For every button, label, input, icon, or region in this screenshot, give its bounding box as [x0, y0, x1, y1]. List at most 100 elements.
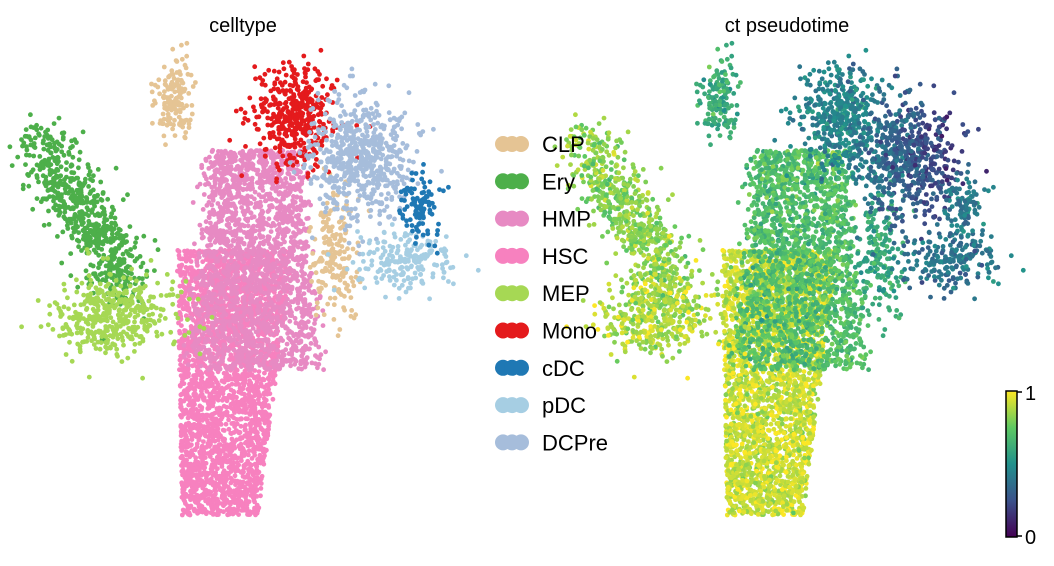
scatter-point-hsc: [194, 368, 200, 374]
scatter-point-hsc: [183, 491, 189, 497]
scatter-point-hsc: [177, 311, 183, 317]
scatter-point-hmp: [287, 307, 293, 313]
scatter-point-hmp: [224, 236, 230, 242]
scatter-point-ery: [36, 163, 42, 169]
scatter-point-hmp: [214, 338, 219, 343]
scatter-point-hmp: [276, 294, 282, 300]
scatter-point-hsc: [217, 406, 223, 411]
scatter-point-hmp: [212, 162, 218, 168]
scatter-point-ery: [63, 167, 69, 172]
scatter-point-hmp: [201, 171, 207, 177]
scatter-point-hmp: [302, 245, 308, 251]
scatter-point-hsc: [224, 371, 230, 377]
scatter-point-hsc: [201, 439, 206, 444]
scatter-point-hmp: [317, 294, 323, 299]
scatter-point-hsc: [262, 435, 268, 441]
scatter-point-hsc: [210, 457, 216, 463]
scatter-point-hsc: [189, 431, 195, 437]
scatter-point-hmp: [198, 363, 204, 369]
scatter-point-hmp: [277, 204, 283, 209]
scatter-point-hmp: [306, 305, 312, 311]
scatter-point-hmp: [221, 258, 227, 264]
scatter-point-ery: [109, 220, 114, 226]
scatter-point-hmp: [248, 210, 254, 216]
scatter-point-hsc: [253, 401, 259, 407]
scatter-point-hsc: [180, 472, 185, 478]
scatter-point-hmp: [230, 238, 236, 244]
scatter-point-hsc: [208, 401, 213, 407]
scatter-point-hmp: [206, 166, 212, 171]
scatter-point-ery: [30, 206, 36, 212]
scatter-point-hmp: [288, 188, 293, 194]
scatter-point-hmp: [258, 287, 264, 293]
scatter-point-hmp: [221, 201, 227, 206]
scatter-point-ery: [74, 140, 79, 145]
scatter-point-hsc: [197, 449, 203, 455]
scatter-point-hmp: [217, 228, 223, 233]
scatter-point-hsc: [225, 285, 231, 291]
scatter-point-hsc: [221, 503, 226, 509]
scatter-point-ery: [126, 251, 131, 257]
scatter-point-hsc: [180, 484, 186, 490]
scatter-point-hmp: [217, 161, 222, 167]
scatter-point-hsc: [213, 395, 219, 401]
scatter-point-hmp: [275, 216, 281, 221]
scatter-point-hmp: [257, 153, 262, 159]
scatter-point-hsc: [262, 403, 268, 409]
scatter-point-hsc: [183, 300, 189, 306]
scatter-point-hmp: [266, 207, 272, 213]
scatter-point-hmp: [278, 178, 284, 184]
scatter-point-hmp: [211, 229, 217, 235]
scatter-point-hsc: [222, 477, 228, 483]
scatter-point-hmp: [267, 266, 273, 272]
scatter-point-hmp: [231, 177, 236, 183]
scatter-point-hmp: [295, 185, 300, 191]
scatter-point-hsc: [217, 387, 223, 392]
scatter-point-hsc: [258, 486, 264, 491]
scatter-point-hsc: [177, 283, 183, 289]
scatter-point-hmp: [229, 250, 235, 256]
scatter-point-hsc: [217, 474, 222, 479]
scatter-point-hmp: [215, 201, 221, 206]
scatter-point-hmp: [229, 337, 235, 343]
scatter-point-hmp: [265, 253, 271, 259]
scatter-point-hsc: [183, 407, 189, 413]
scatter-point-ery: [80, 183, 86, 188]
scatter-point-hmp: [298, 360, 304, 365]
scatter-point-hmp: [261, 241, 266, 247]
scatter-point-hsc: [187, 381, 193, 387]
scatter-point-hmp: [224, 209, 230, 215]
scatter-point-hmp: [223, 312, 228, 317]
scatter-point-hsc: [190, 414, 196, 420]
scatter-point-hsc: [179, 414, 184, 420]
scatter-point-ery: [125, 192, 130, 198]
scatter-point-hmp: [272, 249, 277, 255]
scatter-point-hmp: [244, 317, 250, 323]
scatter-point-hsc: [243, 416, 249, 422]
scatter-point-hsc: [264, 447, 269, 453]
scatter-point-hsc: [203, 498, 209, 504]
scatter-point-hsc: [221, 428, 227, 433]
scatter-point-hmp: [239, 205, 245, 210]
scatter-point-hmp: [217, 366, 223, 372]
scatter-point-hmp: [301, 175, 306, 180]
scatter-point-hmp: [318, 352, 324, 358]
scatter-point-hsc: [186, 442, 192, 448]
scatter-point-hmp: [287, 278, 293, 284]
scatter-point-hmp: [226, 273, 232, 279]
scatter-point-hmp: [257, 232, 262, 238]
scatter-point-ery: [26, 173, 31, 179]
scatter-point-hmp: [197, 336, 203, 342]
scatter-point-hmp: [299, 366, 304, 372]
scatter-point-hmp: [268, 148, 274, 154]
scatter-point-hmp: [269, 332, 275, 337]
scatter-point-ery: [138, 264, 144, 270]
scatter-point-hmp: [291, 333, 297, 339]
scatter-point-ery: [100, 191, 106, 196]
scatter-point-hsc: [240, 474, 246, 479]
scatter-point-hmp: [203, 282, 209, 288]
scatter-point-hmp: [224, 265, 230, 271]
scatter-point-hmp: [271, 307, 277, 312]
scatter-point-hmp: [296, 227, 302, 233]
scatter-point-hsc: [215, 507, 221, 512]
